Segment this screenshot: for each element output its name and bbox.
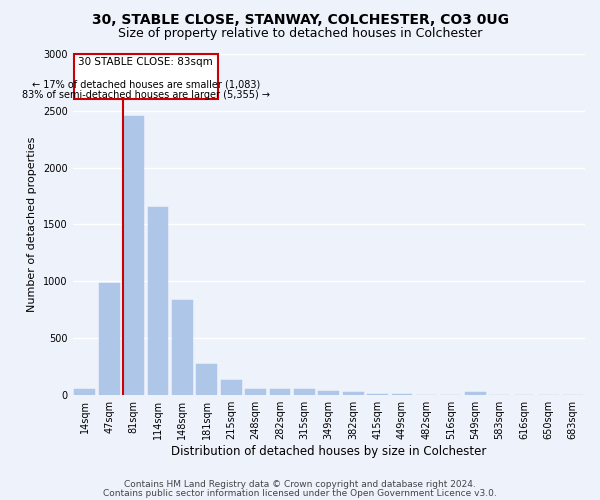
- Text: 83% of semi-detached houses are larger (5,355) →: 83% of semi-detached houses are larger (…: [22, 90, 270, 100]
- Bar: [343, 392, 364, 394]
- Y-axis label: Number of detached properties: Number of detached properties: [28, 136, 37, 312]
- Bar: [294, 389, 315, 394]
- Text: ← 17% of detached houses are smaller (1,083): ← 17% of detached houses are smaller (1,…: [32, 79, 260, 89]
- FancyBboxPatch shape: [74, 54, 218, 100]
- Text: 30 STABLE CLOSE: 83sqm: 30 STABLE CLOSE: 83sqm: [79, 57, 213, 67]
- Text: Size of property relative to detached houses in Colchester: Size of property relative to detached ho…: [118, 28, 482, 40]
- Text: Contains public sector information licensed under the Open Government Licence v3: Contains public sector information licen…: [103, 488, 497, 498]
- Bar: [123, 116, 144, 394]
- Bar: [465, 392, 485, 394]
- Bar: [221, 380, 242, 394]
- Bar: [245, 389, 266, 394]
- Bar: [148, 208, 169, 394]
- Bar: [74, 389, 95, 394]
- Bar: [269, 389, 290, 394]
- Bar: [196, 364, 217, 394]
- Text: 30, STABLE CLOSE, STANWAY, COLCHESTER, CO3 0UG: 30, STABLE CLOSE, STANWAY, COLCHESTER, C…: [91, 12, 509, 26]
- X-axis label: Distribution of detached houses by size in Colchester: Distribution of detached houses by size …: [171, 444, 487, 458]
- Bar: [99, 284, 119, 395]
- Bar: [172, 300, 193, 394]
- Text: Contains HM Land Registry data © Crown copyright and database right 2024.: Contains HM Land Registry data © Crown c…: [124, 480, 476, 489]
- Bar: [319, 390, 339, 394]
